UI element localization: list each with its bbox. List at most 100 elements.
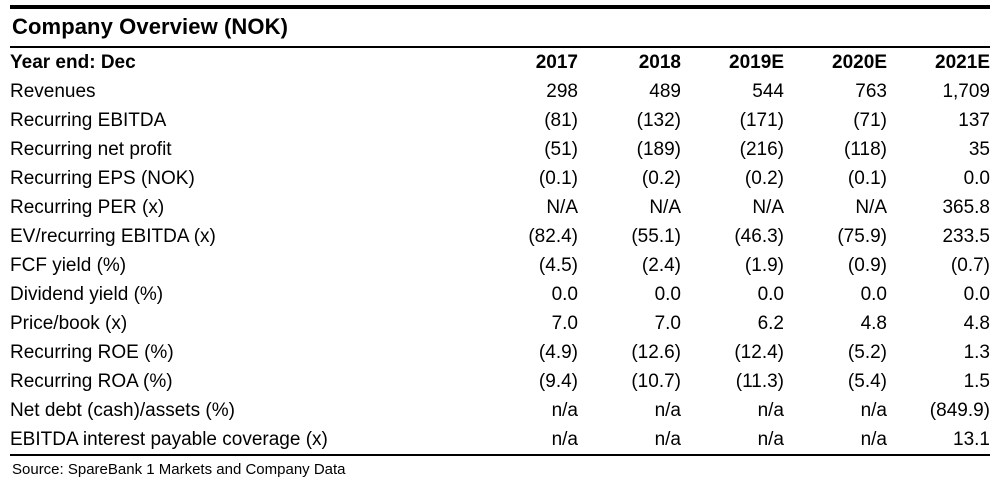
cell-value: N/A: [649, 196, 681, 218]
cell-value: 0.0: [963, 283, 990, 305]
row-label: Recurring EBITDA: [10, 109, 167, 131]
cell-value: (216): [739, 138, 784, 160]
cell-value: n/a: [551, 428, 578, 450]
cell-value: n/a: [860, 428, 887, 450]
cell-value: (46.3): [734, 225, 784, 247]
row-dividend-yield: Dividend yield (%) 0.0 0.0 0.0 0.0 0.0: [10, 280, 990, 309]
row-recurring-roa: Recurring ROA (%) (9.4) (10.7) (11.3) (5…: [10, 367, 990, 396]
cell-value: N/A: [752, 196, 784, 218]
cell-value: n/a: [654, 428, 681, 450]
row-recurring-per: Recurring PER (x) N/A N/A N/A N/A 365.8: [10, 193, 990, 222]
cell-value: 298: [546, 80, 578, 102]
cell-value: (71): [853, 109, 887, 131]
cell-value: (1.9): [744, 254, 784, 276]
year-column-header: 2019E: [729, 51, 784, 73]
header-year-end-label: Year end: Dec: [10, 51, 136, 73]
cell-value: 544: [752, 80, 784, 102]
row-label: EBITDA interest payable coverage (x): [10, 428, 328, 450]
cell-value: 4.8: [860, 312, 887, 334]
cell-value: 1,709: [942, 80, 990, 102]
row-recurring-roe: Recurring ROE (%) (4.9) (12.6) (12.4) (5…: [10, 338, 990, 367]
cell-value: (2.4): [641, 254, 681, 276]
row-label: Recurring ROA (%): [10, 370, 173, 392]
cell-value: (0.7): [950, 254, 990, 276]
cell-value: (0.9): [847, 254, 887, 276]
row-label: Recurring EPS (NOK): [10, 167, 195, 189]
cell-value: (0.1): [847, 167, 887, 189]
cell-value: (75.9): [837, 225, 887, 247]
cell-value: 0.0: [551, 283, 578, 305]
row-label: EV/recurring EBITDA (x): [10, 225, 216, 247]
cell-value: 489: [649, 80, 681, 102]
cell-value: (11.3): [735, 370, 784, 392]
cell-value: n/a: [860, 399, 887, 421]
cell-value: 0.0: [757, 283, 784, 305]
cell-value: 7.0: [654, 312, 681, 334]
year-column-header: 2020E: [832, 51, 887, 73]
cell-value: 0.0: [860, 283, 887, 305]
cell-value: (10.7): [631, 370, 681, 392]
cell-value: (12.6): [631, 341, 681, 363]
year-column-header: 2018: [638, 51, 681, 73]
row-label: FCF yield (%): [10, 254, 127, 276]
cell-value: (4.9): [538, 341, 578, 363]
cell-value: n/a: [757, 428, 784, 450]
row-label: Price/book (x): [10, 312, 128, 334]
cell-value: 13.1: [953, 428, 990, 450]
cell-value: n/a: [757, 399, 784, 421]
cell-value: 233.5: [942, 225, 990, 247]
cell-value: 0.0: [654, 283, 681, 305]
cell-value: 1.5: [963, 370, 990, 392]
cell-value: 6.2: [757, 312, 784, 334]
cell-value: (132): [636, 109, 681, 131]
cell-value: 4.8: [963, 312, 990, 334]
cell-value: 35: [968, 138, 990, 160]
row-label: Net debt (cash)/assets (%): [10, 399, 235, 421]
row-price-book: Price/book (x) 7.0 7.0 6.2 4.8 4.8: [10, 309, 990, 338]
cell-value: (0.1): [538, 167, 578, 189]
year-column-header: 2021E: [935, 51, 990, 73]
cell-value: (171): [739, 109, 784, 131]
cell-value: N/A: [546, 196, 578, 218]
cell-value: (189): [636, 138, 681, 160]
cell-value: (4.5): [538, 254, 578, 276]
cell-value: (0.2): [641, 167, 681, 189]
cell-value: (81): [544, 109, 578, 131]
cell-value: 0.0: [963, 167, 990, 189]
cell-value: n/a: [551, 399, 578, 421]
row-label: Recurring net profit: [10, 138, 172, 160]
cell-value: (82.4): [528, 225, 578, 247]
row-label: Dividend yield (%): [10, 283, 164, 305]
row-label: Revenues: [10, 80, 96, 102]
row-net-debt-assets: Net debt (cash)/assets (%) n/a n/a n/a n…: [10, 396, 990, 425]
row-recurring-eps: Recurring EPS (NOK) (0.1) (0.2) (0.2) (0…: [10, 164, 990, 193]
cell-value: (118): [844, 138, 887, 160]
row-label: Recurring ROE (%): [10, 341, 174, 363]
cell-value: 137: [958, 109, 990, 131]
header-row: Year end: Dec 2017 2018 2019E 2020E 2021…: [10, 48, 990, 77]
cell-value: (5.4): [847, 370, 887, 392]
cell-value: 1.3: [963, 341, 990, 363]
cell-value: (9.4): [538, 370, 578, 392]
year-column-header: 2017: [535, 51, 578, 73]
cell-value: (5.2): [847, 341, 887, 363]
source-note: Source: SpareBank 1 Markets and Company …: [12, 461, 346, 478]
cell-value: (12.4): [734, 341, 784, 363]
cell-value: n/a: [654, 399, 681, 421]
cell-value: 763: [855, 80, 887, 102]
cell-value: N/A: [855, 196, 887, 218]
financial-table: Year end: Dec 2017 2018 2019E 2020E 2021…: [10, 48, 990, 456]
cell-value: 7.0: [551, 312, 578, 334]
cell-value: (51): [544, 138, 578, 160]
cell-value: 365.8: [942, 196, 990, 218]
row-label: Recurring PER (x): [10, 196, 165, 218]
cell-value: (849.9): [929, 399, 990, 421]
table-title: Company Overview (NOK): [10, 5, 990, 48]
cell-value: (0.2): [744, 167, 784, 189]
row-recurring-net-profit: Recurring net profit (51) (189) (216) (1…: [10, 135, 990, 164]
row-recurring-ebitda: Recurring EBITDA (81) (132) (171) (71) 1…: [10, 106, 990, 135]
cell-value: (55.1): [631, 225, 681, 247]
row-ev-recurring-ebitda: EV/recurring EBITDA (x) (82.4) (55.1) (4…: [10, 222, 990, 251]
row-ebitda-interest-coverage: EBITDA interest payable coverage (x) n/a…: [10, 425, 990, 455]
